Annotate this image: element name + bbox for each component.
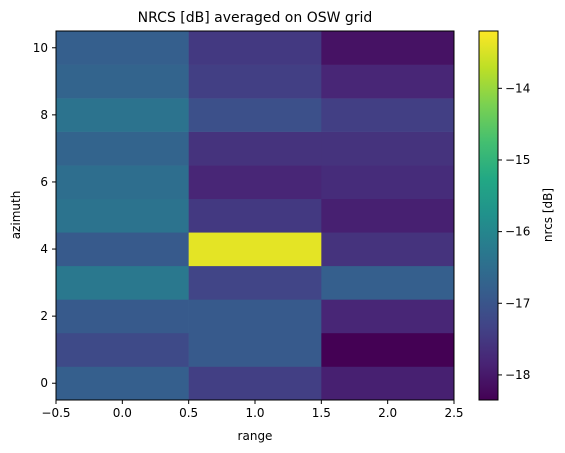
x-tick-label: 2.5 bbox=[444, 406, 463, 420]
colorbar-ticks: −18 −17 −16 −15 −14 bbox=[498, 81, 530, 382]
x-tick-label: 0.0 bbox=[113, 406, 132, 420]
heatmap-cell bbox=[188, 232, 322, 267]
heatmap-cell bbox=[321, 332, 455, 367]
x-tick-label: −0.5 bbox=[41, 406, 70, 420]
heatmap-cell bbox=[321, 198, 455, 233]
y-axis-ticks: 0 2 4 6 8 10 bbox=[33, 41, 56, 390]
heatmap-cell bbox=[188, 165, 322, 200]
heatmap-cell bbox=[188, 265, 322, 300]
y-tick-label: 2 bbox=[40, 309, 48, 323]
heatmap-cell bbox=[56, 165, 189, 200]
heatmap-cell bbox=[321, 131, 455, 166]
y-tick-label: 6 bbox=[40, 175, 48, 189]
heatmap-cell bbox=[56, 64, 189, 99]
heatmap-cell bbox=[56, 31, 189, 65]
heatmap-cell bbox=[188, 198, 322, 233]
heatmap-cell bbox=[56, 265, 189, 300]
heatmap-cell bbox=[321, 165, 455, 200]
heatmap-cell bbox=[321, 366, 455, 401]
x-axis-ticks: −0.5 0.0 0.5 1.0 1.5 2.0 2.5 bbox=[41, 400, 464, 420]
x-axis-label: range bbox=[238, 429, 273, 443]
heatmap-cell bbox=[188, 332, 322, 367]
x-tick-label: 0.5 bbox=[179, 406, 198, 420]
heatmap-cell bbox=[188, 98, 322, 132]
chart-title: NRCS [dB] averaged on OSW grid bbox=[138, 10, 373, 26]
heatmap-cell bbox=[56, 299, 189, 334]
heatmap-cell bbox=[321, 265, 455, 300]
heatmap-cell bbox=[321, 98, 455, 132]
heatmap-cell bbox=[188, 64, 322, 99]
heatmap-cell bbox=[188, 366, 322, 401]
x-tick-label: 1.5 bbox=[312, 406, 331, 420]
heatmap-cell bbox=[188, 299, 322, 334]
colorbar-tick-label: −17 bbox=[505, 296, 530, 310]
heatmap-cell bbox=[56, 131, 189, 166]
colorbar-tick-label: −14 bbox=[505, 81, 530, 95]
x-tick-label: 1.0 bbox=[245, 406, 264, 420]
heatmap-cell bbox=[56, 232, 189, 267]
y-tick-label: 8 bbox=[40, 108, 48, 122]
heatmap-cells bbox=[56, 31, 455, 401]
y-axis-label: azimuth bbox=[9, 191, 23, 240]
heatmap-cell bbox=[321, 64, 455, 99]
colorbar-tick-label: −18 bbox=[505, 368, 530, 382]
heatmap-cell bbox=[188, 31, 322, 65]
colorbar bbox=[478, 30, 499, 401]
y-tick-label: 0 bbox=[40, 376, 48, 390]
y-tick-label: 4 bbox=[40, 242, 48, 256]
heatmap-cell bbox=[321, 232, 455, 267]
heatmap-cell bbox=[321, 31, 455, 65]
x-tick-label: 2.0 bbox=[378, 406, 397, 420]
heatmap-cell bbox=[188, 131, 322, 166]
heatmap-cell bbox=[56, 332, 189, 367]
colorbar-tick-label: −16 bbox=[505, 225, 530, 239]
heatmap-cell bbox=[56, 198, 189, 233]
heatmap-cell bbox=[56, 366, 189, 401]
heatmap-cell bbox=[56, 98, 189, 132]
colorbar-tick-label: −15 bbox=[505, 153, 530, 167]
heatmap-cell bbox=[321, 299, 455, 334]
y-tick-label: 10 bbox=[33, 41, 48, 55]
colorbar-label: nrcs [dB] bbox=[541, 188, 555, 242]
